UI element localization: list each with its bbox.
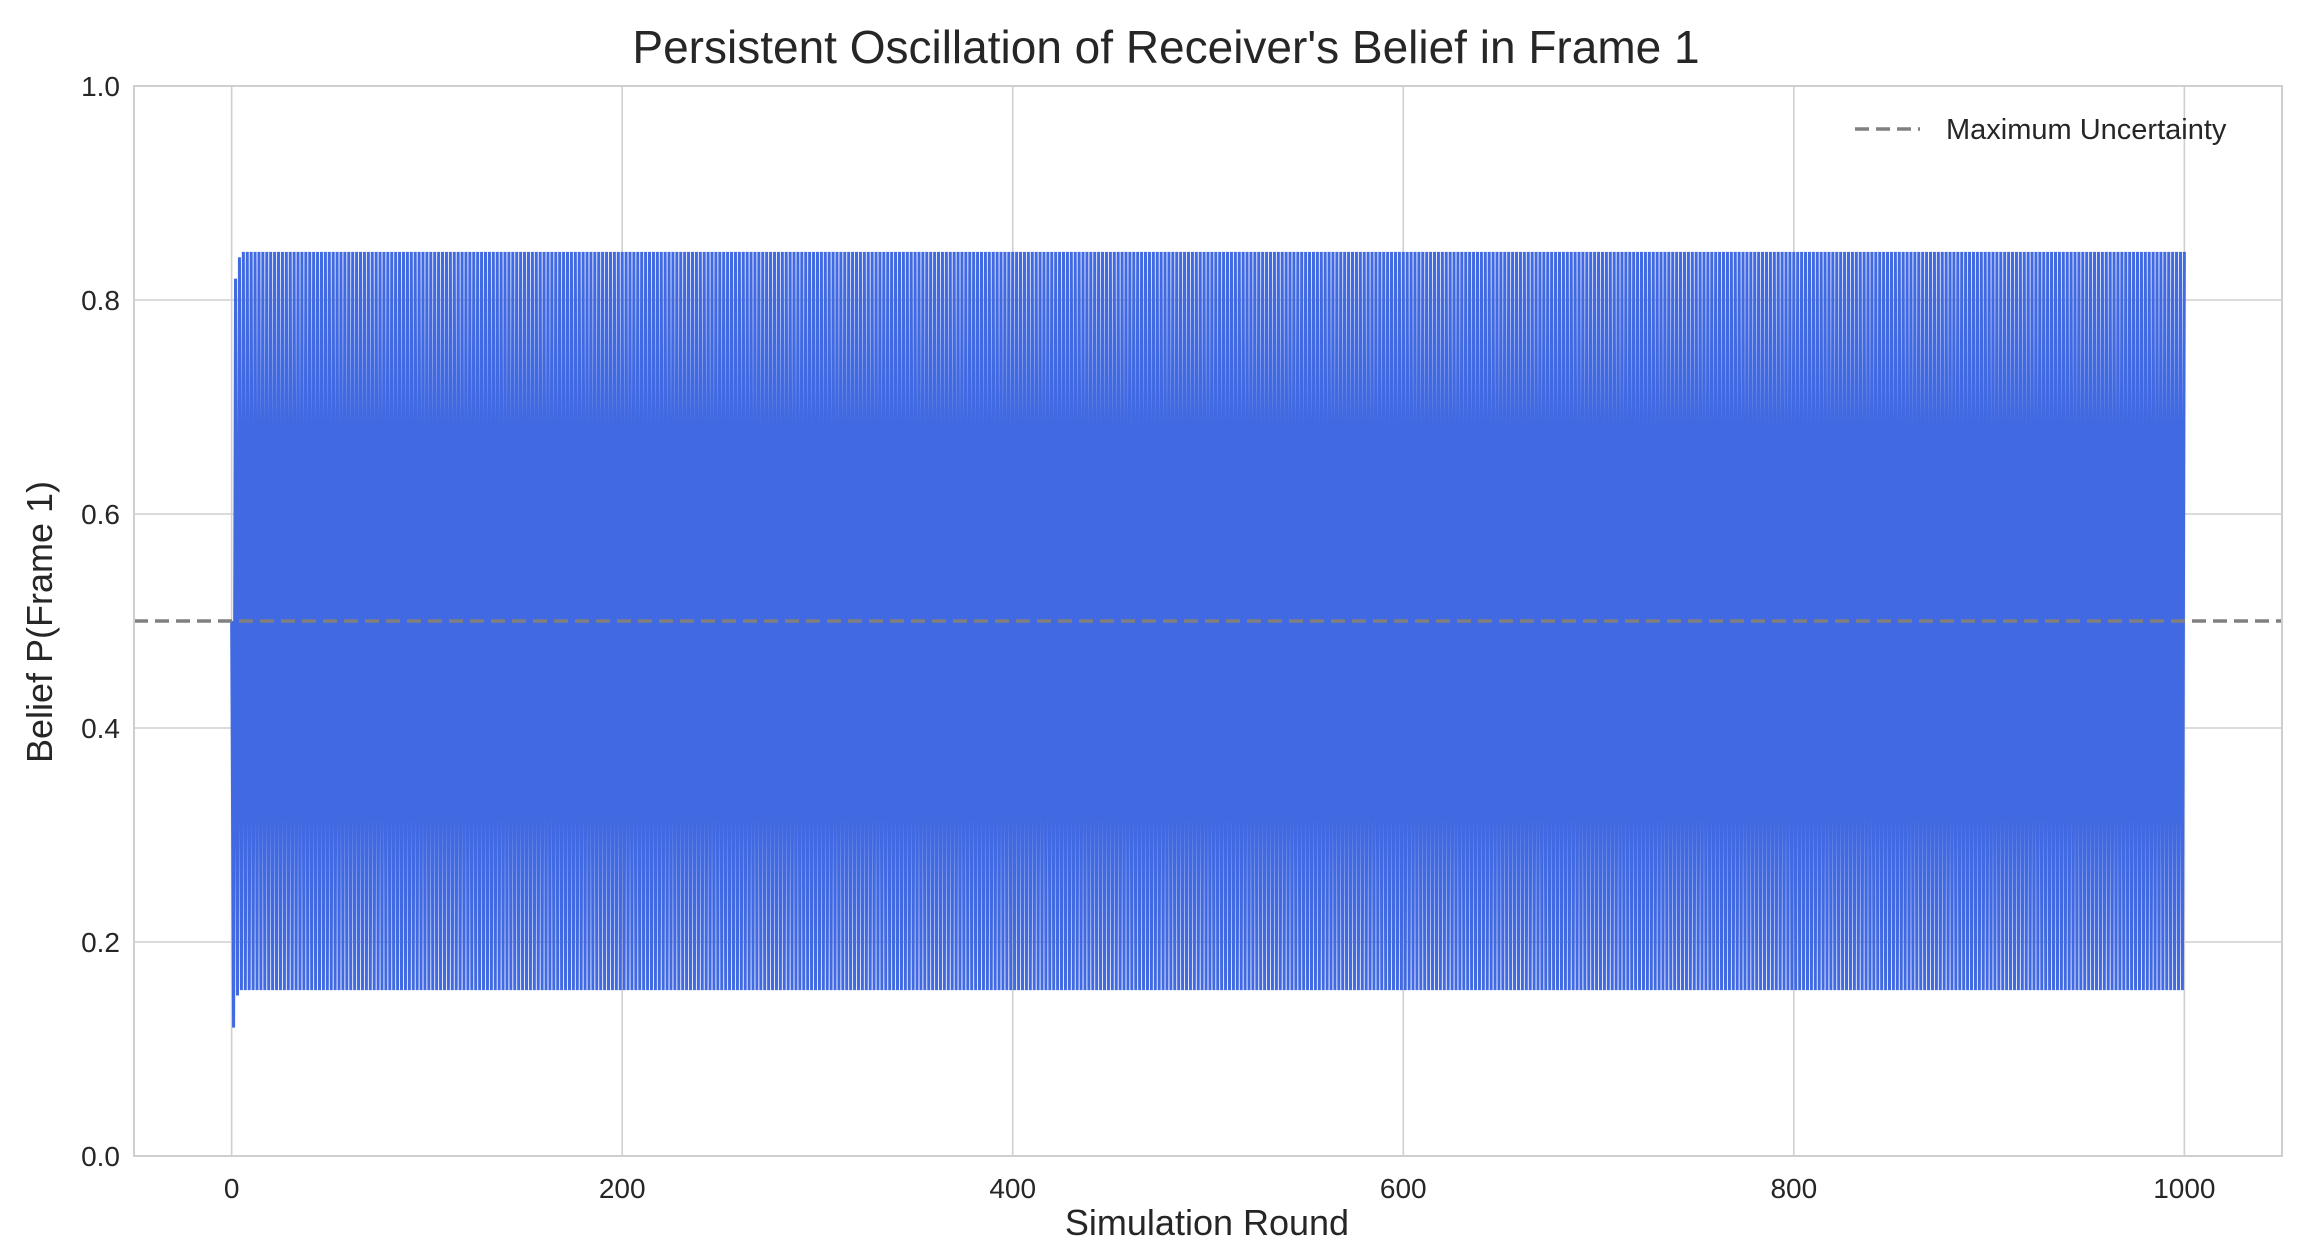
y-tick-label: 0.6 bbox=[81, 499, 120, 530]
x-tick-label: 600 bbox=[1380, 1173, 1427, 1204]
x-tick-label: 0 bbox=[224, 1173, 240, 1204]
y-tick-labels: 0.0 0.2 0.4 0.6 0.8 1.0 bbox=[81, 71, 120, 1172]
x-tick-label: 400 bbox=[989, 1173, 1036, 1204]
x-axis-label: Simulation Round bbox=[1065, 1202, 1349, 1243]
y-axis-label: Belief P(Frame 1) bbox=[19, 481, 60, 763]
y-tick-label: 0.8 bbox=[81, 285, 120, 316]
legend-label-maximum-uncertainty: Maximum Uncertainty bbox=[1946, 114, 2227, 146]
y-tick-label: 0.4 bbox=[81, 713, 120, 744]
x-tick-label: 200 bbox=[599, 1173, 646, 1204]
x-tick-label: 800 bbox=[1770, 1173, 1817, 1204]
y-tick-label: 0.2 bbox=[81, 927, 120, 958]
x-tick-labels: 0 200 400 600 800 1000 bbox=[224, 1173, 2216, 1204]
chart-title: Persistent Oscillation of Receiver's Bel… bbox=[632, 21, 1699, 73]
x-tick-label: 1000 bbox=[2153, 1173, 2215, 1204]
y-tick-label: 0.0 bbox=[81, 1141, 120, 1172]
plot-frame bbox=[133, 85, 2283, 1157]
series-line-0 bbox=[230, 251, 2186, 1028]
plot-area bbox=[230, 251, 2186, 1028]
y-tick-label: 1.0 bbox=[81, 71, 120, 102]
legend: Maximum Uncertainty bbox=[1855, 114, 2227, 146]
